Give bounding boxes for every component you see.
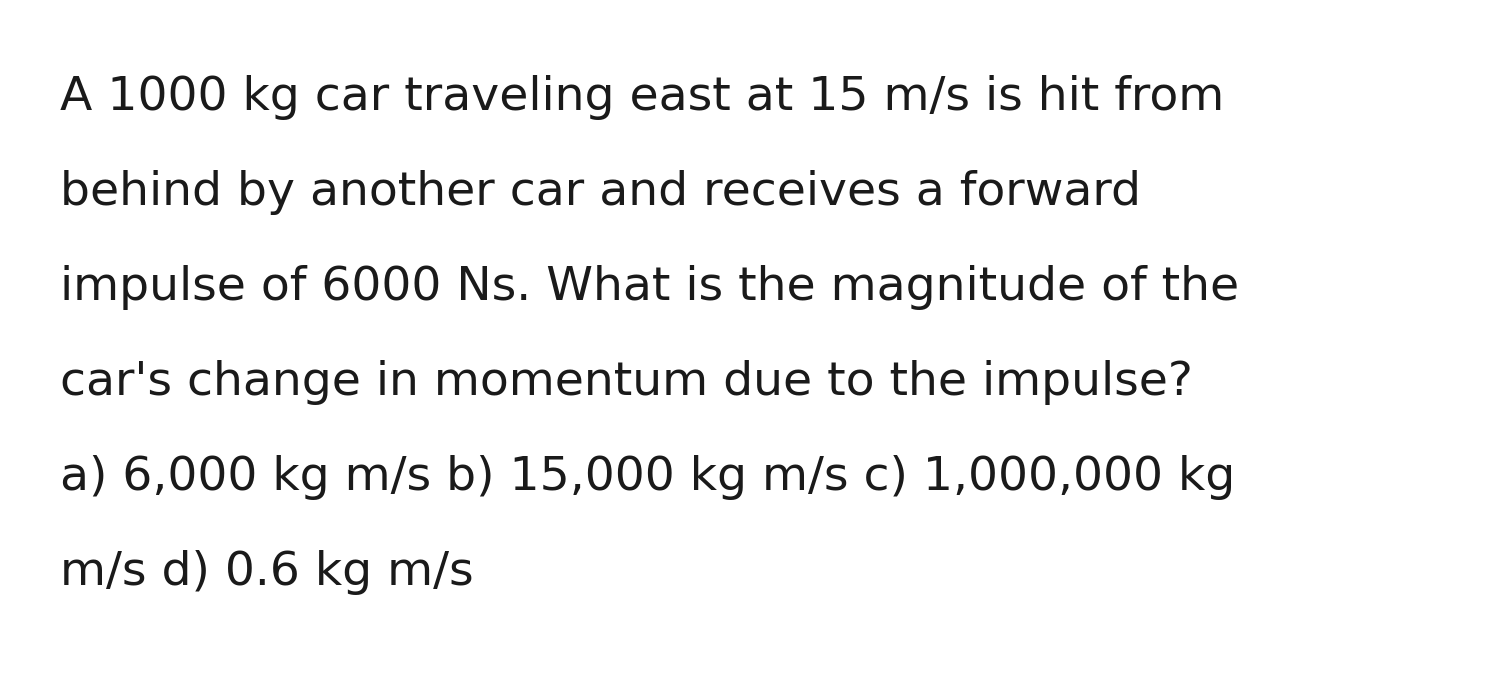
Text: m/s d) 0.6 kg m/s: m/s d) 0.6 kg m/s <box>60 550 474 595</box>
Text: behind by another car and receives a forward: behind by another car and receives a for… <box>60 170 1142 215</box>
Text: car's change in momentum due to the impulse?: car's change in momentum due to the impu… <box>60 360 1192 405</box>
Text: impulse of 6000 Ns. What is the magnitude of the: impulse of 6000 Ns. What is the magnitud… <box>60 265 1239 310</box>
Text: A 1000 kg car traveling east at 15 m/s is hit from: A 1000 kg car traveling east at 15 m/s i… <box>60 75 1224 120</box>
Text: a) 6,000 kg m/s b) 15,000 kg m/s c) 1,000,000 kg: a) 6,000 kg m/s b) 15,000 kg m/s c) 1,00… <box>60 455 1236 500</box>
